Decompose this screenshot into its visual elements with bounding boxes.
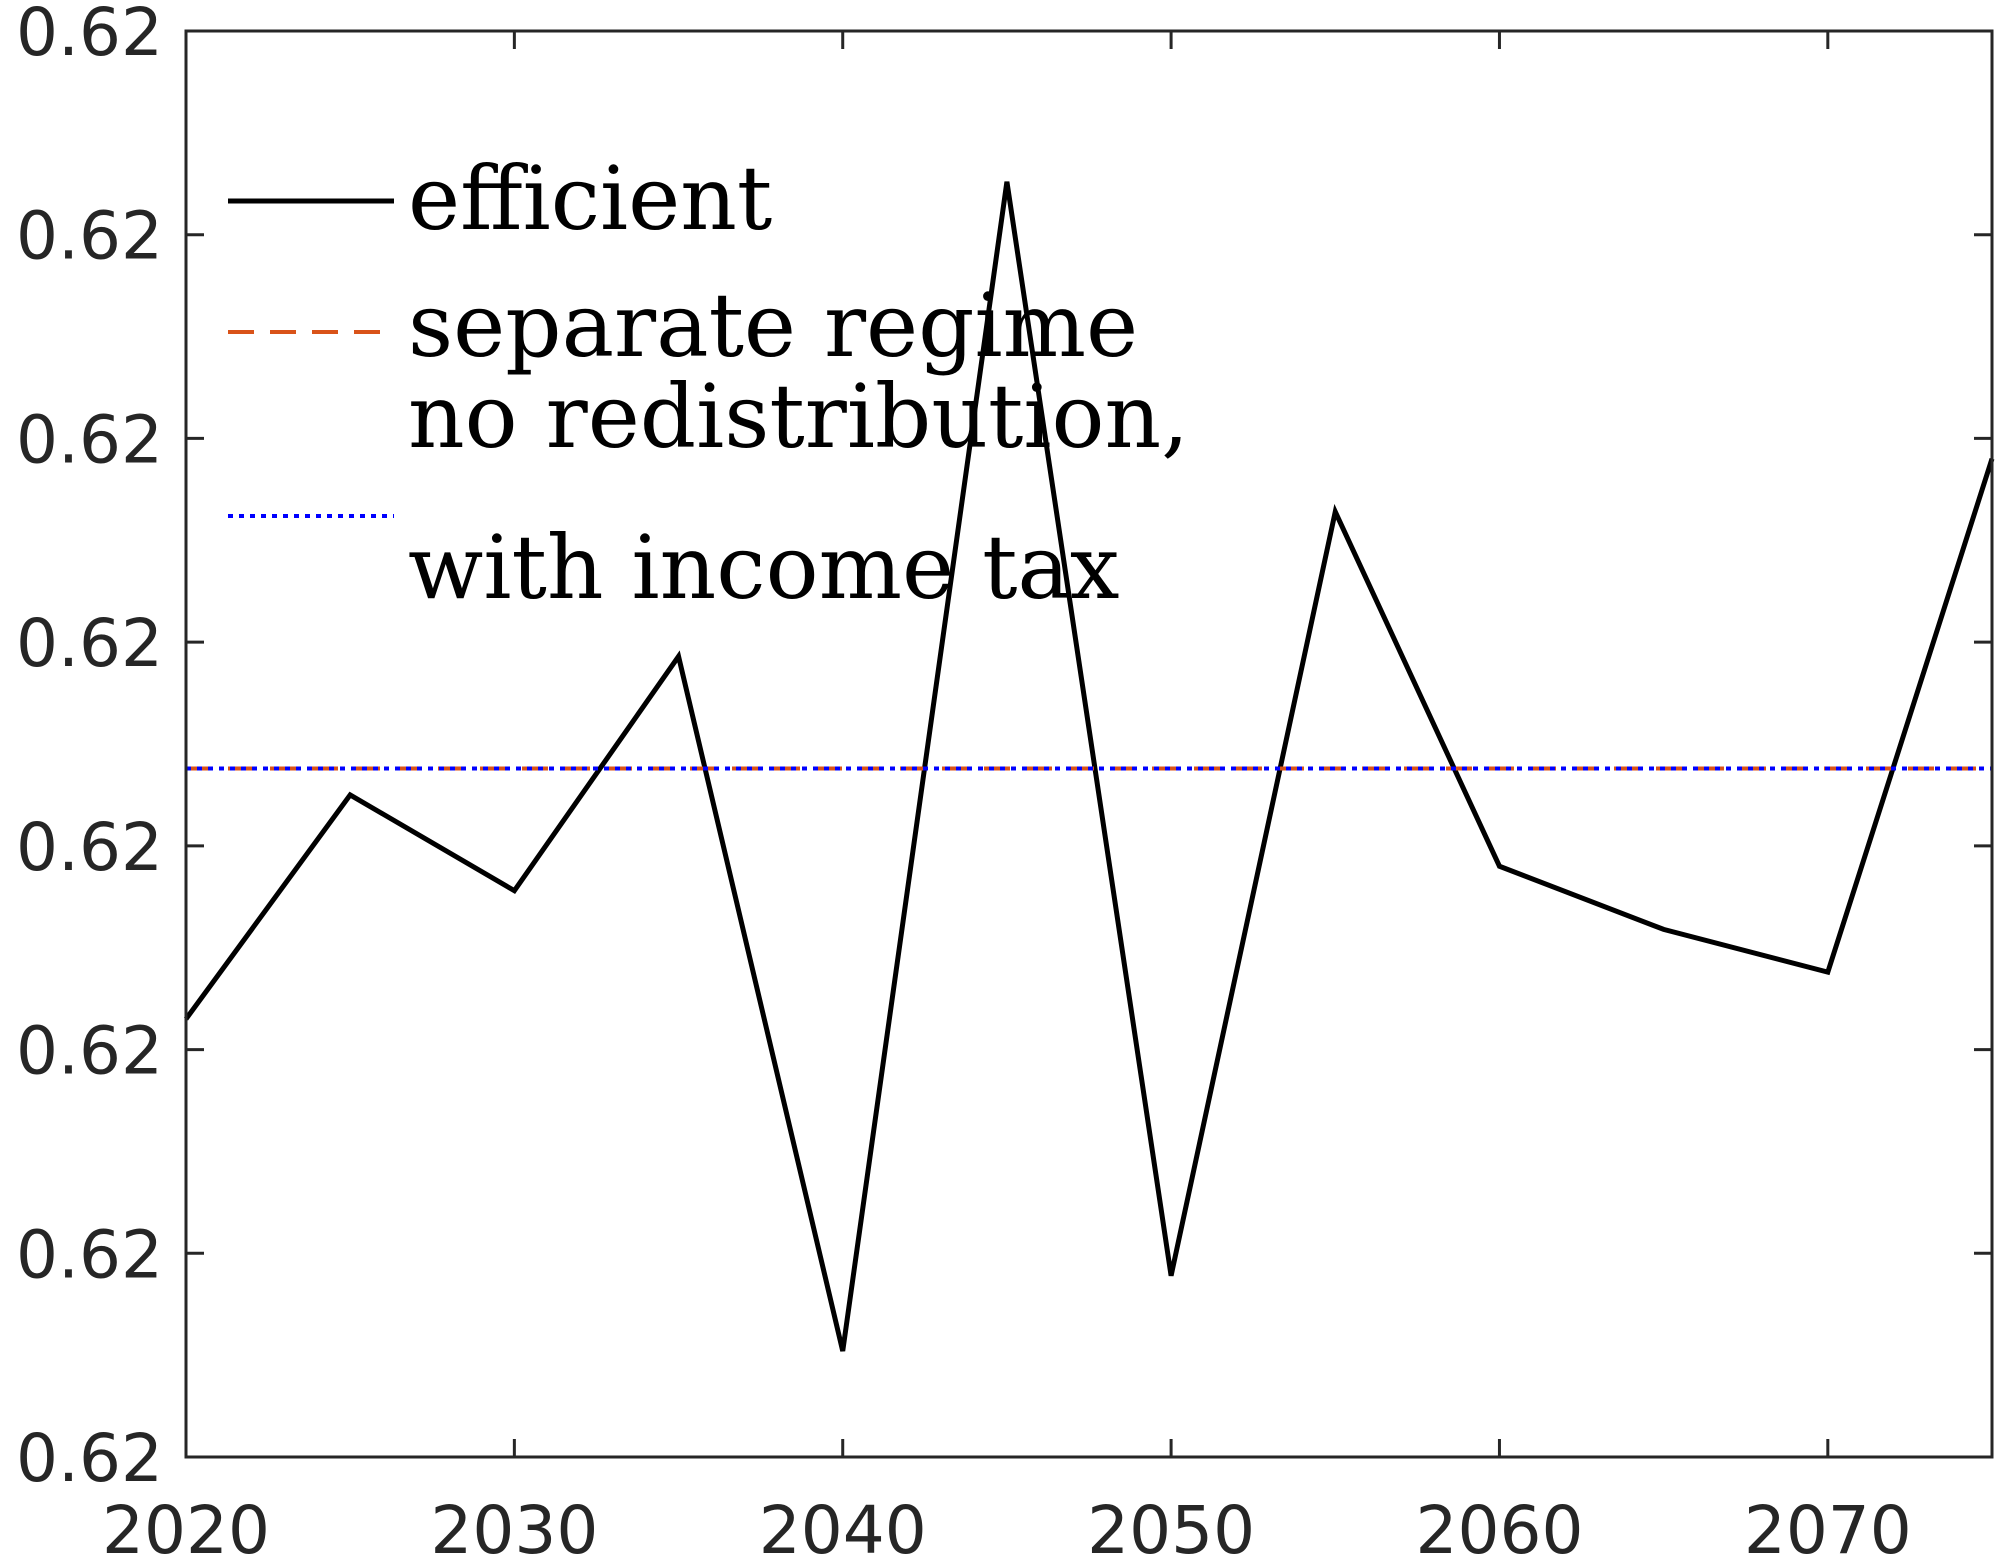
y-tick-label-4: 0.62 bbox=[16, 605, 163, 682]
x-tick-label-2070: 2070 bbox=[1744, 1492, 1912, 1554]
x-tick-label-2030: 2030 bbox=[430, 1492, 598, 1554]
x-tick-labels: 2020 2030 2040 2050 2060 2070 bbox=[102, 1492, 1912, 1554]
legend: efficient separate regime no redistribut… bbox=[228, 147, 1189, 619]
y-tick-label-1: 0.62 bbox=[16, 1216, 163, 1293]
y-tick-label-0: 0.62 bbox=[16, 1420, 163, 1497]
series-line-0 bbox=[183, 181, 1995, 1352]
x-tick-label-2050: 2050 bbox=[1087, 1492, 1255, 1554]
y-tick-label-2: 0.62 bbox=[16, 1013, 163, 1090]
y-tick-label-6: 0.62 bbox=[16, 198, 163, 275]
x-tick-label-2040: 2040 bbox=[759, 1492, 927, 1554]
y-tick-label-5: 0.62 bbox=[16, 401, 163, 478]
legend-label-efficient: efficient bbox=[408, 147, 772, 250]
y-tick-label-7: 0.62 bbox=[16, 0, 163, 71]
legend-label-with-income-tax: with income tax bbox=[408, 516, 1120, 619]
legend-label-separate-regime: separate regime bbox=[408, 274, 1138, 377]
x-tick-label-2060: 2060 bbox=[1415, 1492, 1583, 1554]
y-tick-label-3: 0.62 bbox=[16, 809, 163, 886]
legend-label-no-redistribution: no redistribution, bbox=[408, 365, 1189, 468]
series-lines bbox=[183, 181, 1995, 1352]
y-tick-labels: 0.62 0.62 0.62 0.62 0.62 0.62 0.62 0.62 bbox=[16, 0, 163, 1497]
x-tick-label-2020: 2020 bbox=[102, 1492, 270, 1554]
plot-area-border bbox=[184, 29, 1994, 1459]
